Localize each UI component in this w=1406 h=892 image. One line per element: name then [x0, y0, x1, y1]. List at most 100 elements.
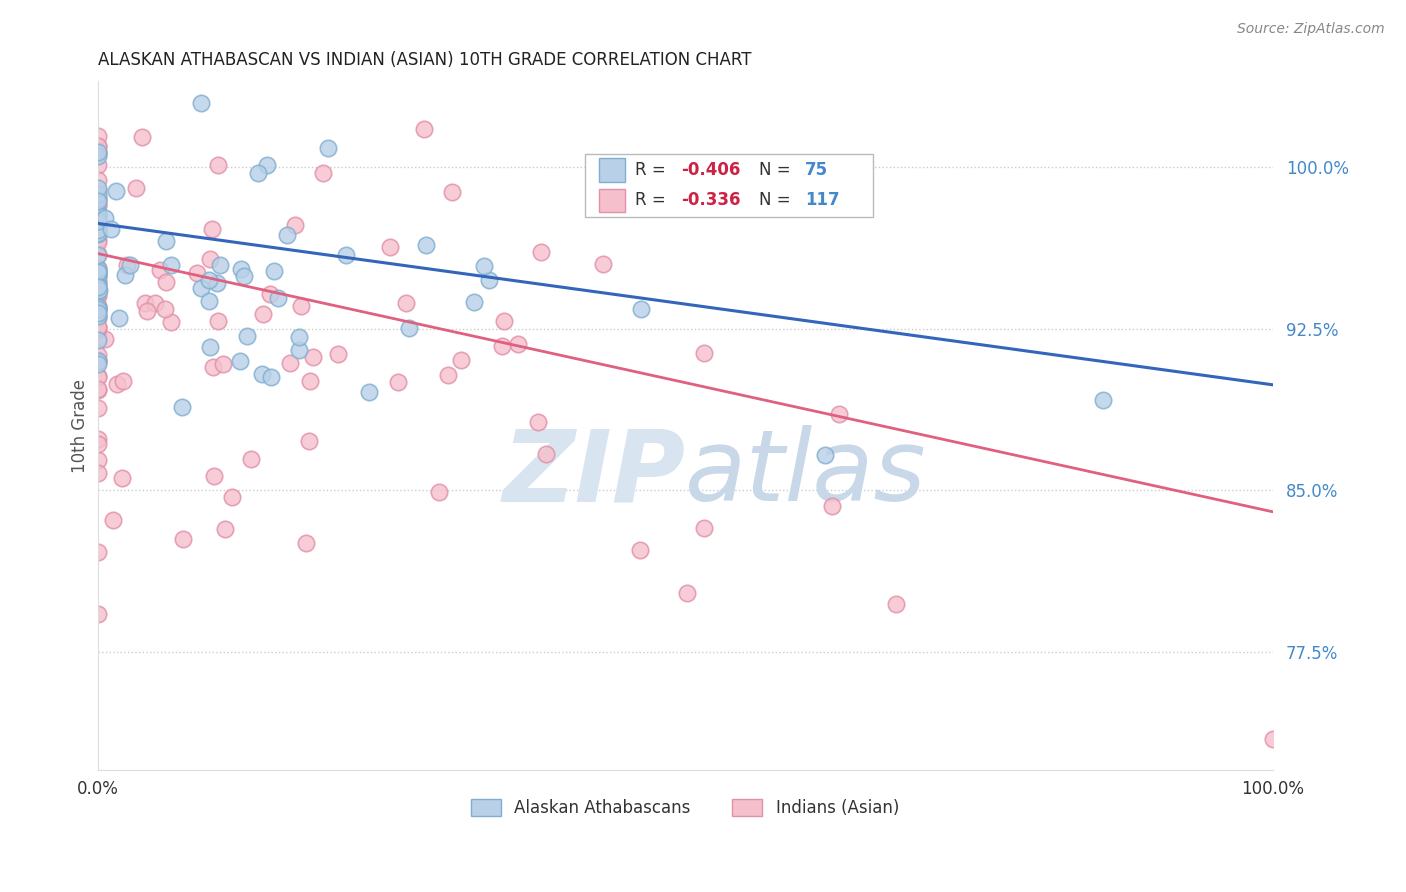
Point: [440, 185, 463, 199]
Point: [477, 272, 499, 286]
Point: [86, 193, 108, 207]
Point: [357, 385, 380, 400]
Point: [198, 294, 221, 309]
Point: [105, 377, 128, 392]
Point: [86, 180, 108, 194]
Point: [86, 139, 108, 153]
Point: [201, 222, 224, 236]
Point: [398, 321, 420, 335]
Point: [93, 332, 115, 346]
Point: [86, 303, 108, 318]
Point: [86, 607, 108, 621]
Point: [134, 295, 156, 310]
Point: [298, 374, 321, 388]
Point: [86, 198, 108, 212]
Point: [86, 354, 108, 368]
Point: [198, 252, 221, 267]
Point: [474, 259, 496, 273]
Point: [86, 283, 108, 297]
Point: [592, 257, 614, 271]
Point: [86, 276, 108, 290]
Point: [86, 194, 108, 209]
Point: [276, 228, 298, 243]
Point: [252, 307, 274, 321]
Point: [86, 357, 108, 371]
Point: [86, 145, 108, 159]
Point: [86, 248, 108, 262]
Point: [1092, 393, 1115, 408]
Point: [378, 240, 401, 254]
Point: [136, 303, 159, 318]
Point: [86, 370, 108, 384]
Point: [86, 138, 108, 153]
Point: [86, 187, 108, 202]
Text: atlas: atlas: [685, 425, 927, 523]
Point: [86, 144, 108, 158]
Point: [630, 302, 652, 317]
Point: [412, 122, 434, 136]
Point: [86, 319, 108, 334]
Point: [186, 266, 208, 280]
Point: [86, 173, 108, 187]
Point: [89, 283, 111, 297]
Point: [827, 407, 849, 421]
Point: [86, 211, 108, 225]
Point: [86, 437, 108, 451]
Point: [86, 354, 108, 368]
Point: [278, 356, 301, 370]
Point: [821, 500, 844, 514]
Point: [886, 597, 908, 611]
Point: [111, 471, 134, 485]
Point: [86, 261, 108, 276]
Point: [190, 281, 212, 295]
Legend: Alaskan Athabascans, Indians (Asian): Alaskan Athabascans, Indians (Asian): [464, 792, 905, 823]
FancyBboxPatch shape: [585, 153, 873, 217]
Point: [86, 277, 108, 291]
Point: [86, 129, 108, 144]
Point: [256, 158, 278, 172]
Point: [207, 276, 229, 290]
Point: [200, 340, 222, 354]
Text: Source: ZipAtlas.com: Source: ZipAtlas.com: [1237, 22, 1385, 37]
Point: [221, 491, 243, 505]
Point: [86, 545, 108, 559]
Text: N =: N =: [759, 161, 796, 179]
Point: [86, 289, 108, 303]
Point: [86, 322, 108, 336]
Text: R =: R =: [634, 161, 671, 179]
Text: ALASKAN ATHABASCAN VS INDIAN (ASIAN) 10TH GRADE CORRELATION CHART: ALASKAN ATHABASCAN VS INDIAN (ASIAN) 10T…: [97, 51, 751, 69]
Point: [427, 485, 450, 500]
Point: [86, 353, 108, 368]
Text: 117: 117: [806, 192, 839, 210]
Point: [86, 223, 108, 237]
Point: [86, 301, 108, 315]
Point: [100, 222, 122, 236]
Point: [86, 207, 108, 221]
Point: [212, 357, 235, 371]
Point: [160, 315, 183, 329]
Point: [86, 205, 108, 219]
Point: [86, 207, 108, 221]
Point: [86, 285, 108, 300]
Point: [259, 287, 281, 301]
Text: 75: 75: [806, 161, 828, 179]
Point: [86, 283, 108, 297]
Point: [125, 180, 148, 194]
Point: [107, 310, 129, 325]
Point: [506, 337, 529, 351]
Point: [115, 258, 138, 272]
Point: [86, 268, 108, 282]
Point: [86, 333, 108, 347]
Point: [86, 232, 108, 246]
Point: [86, 247, 108, 261]
Point: [86, 193, 108, 207]
Point: [86, 311, 108, 326]
Point: [527, 415, 550, 429]
Point: [114, 268, 136, 282]
Point: [387, 376, 409, 390]
Point: [86, 280, 108, 294]
Point: [628, 542, 651, 557]
Point: [284, 218, 307, 232]
Point: [301, 350, 323, 364]
FancyBboxPatch shape: [599, 189, 626, 212]
